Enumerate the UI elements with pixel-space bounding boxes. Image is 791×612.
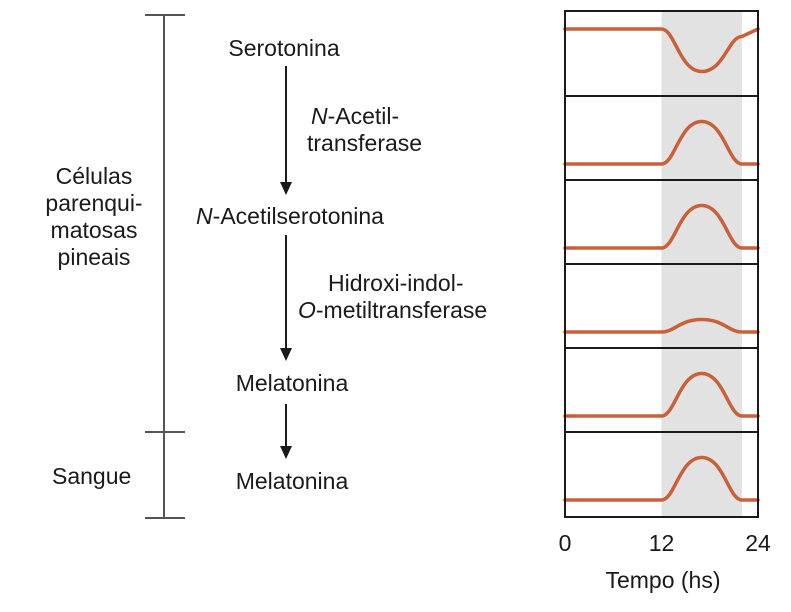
enzyme1-line2: transferase [307,130,423,156]
enzyme2-line1: Hidroxi-indol- [328,270,464,296]
panel-4-curve [563,317,760,334]
intermediate-prefix: N [196,203,213,229]
x-axis-title: Tempo (hs) [605,567,721,593]
serotonin-label: Serotonina [228,35,340,61]
melatonin-blood-label: Melatonina [235,468,349,494]
enzyme1-line1: -Acetil- [327,103,400,129]
panel-2-curve [563,119,760,166]
time-course-panels [563,10,760,518]
enzyme2-prefix: O [298,297,316,323]
panel-5-curve [563,371,760,418]
pineal-cells-label-line: matosas [50,217,138,243]
x-axis-ticks: 0 12 24 [559,530,771,556]
pineal-cells-label-line: parenqui- [45,190,143,216]
pineal-cells-label: Células parenqui- matosas pineais [45,163,142,271]
compartment-bracket [145,14,185,519]
panel-3-curve [563,203,760,250]
enzyme1-prefix: N [311,103,328,129]
x-tick-label: 12 [649,530,675,556]
n-acetylserotonin-label: N-Acetilserotonina [196,203,384,230]
n-acetyltransferase-label: N-Acetil- transferase [307,103,422,157]
panel-1-curve [563,27,760,74]
arrow-serotonin-to-nas [280,66,292,195]
pineal-cells-label-line: pineais [57,244,131,270]
hiomt-label: Hidroxi-indol- O-metiltransferase [298,270,487,324]
intermediate-rest: -Acetilserotonina [212,203,384,229]
arrow-melatonin-to-blood [280,404,292,459]
x-tick-label: 24 [745,530,771,556]
panel-6-curve [563,455,760,502]
x-tick-label: 0 [559,530,572,556]
blood-label: Sangue [52,463,132,489]
melatonin-pineal-label: Melatonina [235,370,349,396]
arrow-nas-to-melatonin [280,235,292,361]
pineal-cells-label-line: Células [55,163,133,189]
enzyme2-line2: -metiltransferase [315,297,488,323]
